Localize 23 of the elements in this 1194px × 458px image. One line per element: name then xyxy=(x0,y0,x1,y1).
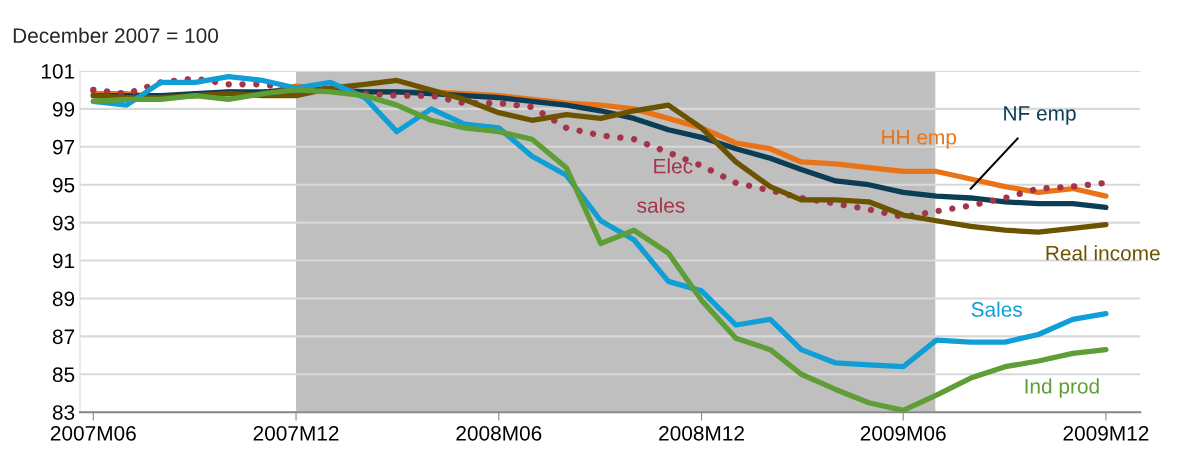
series-label: HH emp xyxy=(882,130,957,149)
y-axis-title: December 2007 = 100 xyxy=(13,27,219,43)
x-tick-label: 2007M06 xyxy=(50,425,136,441)
x-tick-label: 2007M12 xyxy=(253,425,339,441)
y-tick-label: 99 xyxy=(52,101,75,117)
y-tick-label: 101 xyxy=(41,63,75,79)
y-tick-label: 83 xyxy=(52,405,75,420)
y-tick-label: 95 xyxy=(52,177,75,193)
y-tick-label: 87 xyxy=(52,329,75,345)
y-tick-label: 97 xyxy=(52,139,75,155)
series-label: Elec sales xyxy=(637,158,693,213)
x-tick-label: 2008M06 xyxy=(456,425,542,441)
x-tick-label: 2009M12 xyxy=(1063,425,1149,441)
y-tick-label: 85 xyxy=(52,367,75,383)
y-tick-label: 89 xyxy=(52,291,75,307)
series-label: Ind prod xyxy=(1025,378,1099,398)
text: NF emp xyxy=(1004,106,1076,125)
x-tick-label: 2009M06 xyxy=(860,425,946,441)
x-tick-label: 2008M12 xyxy=(659,425,744,441)
series-label: Real income xyxy=(1046,245,1160,261)
series-label: Sales xyxy=(971,301,1022,317)
y-tick-label: 91 xyxy=(52,253,75,269)
y-tick-label: 93 xyxy=(52,215,75,231)
